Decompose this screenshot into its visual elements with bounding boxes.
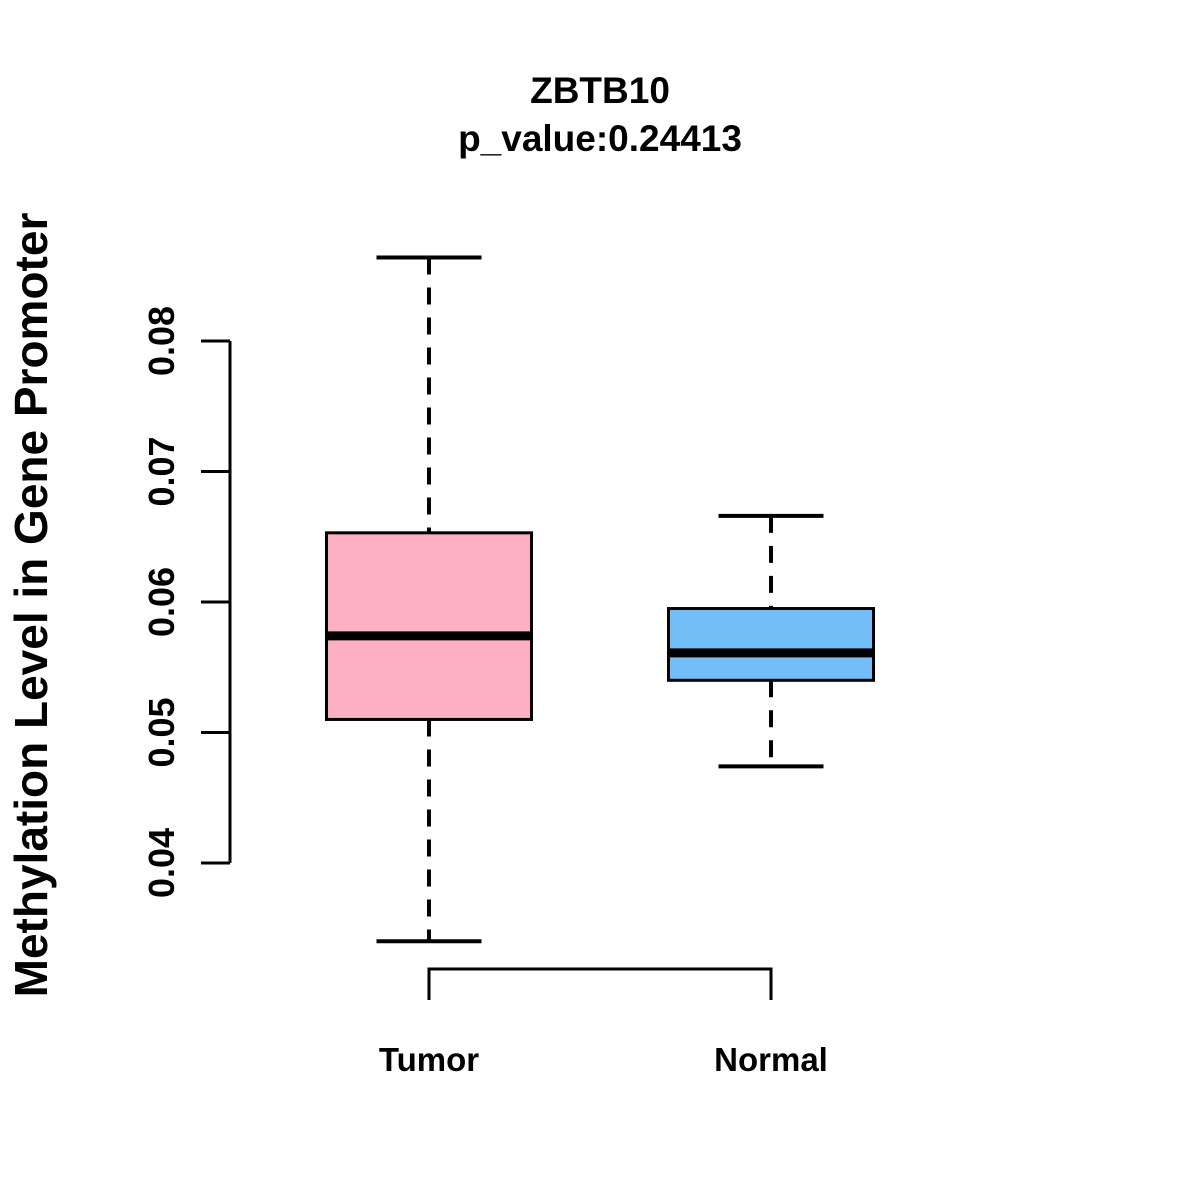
x-axis-bracket: [427, 967, 773, 1000]
x-axis-label-normal: Normal: [714, 1041, 828, 1078]
normal-box: [667, 607, 875, 682]
chart-subtitle-pvalue: p_value:0.24413: [458, 118, 742, 159]
chart-title: ZBTB10: [530, 70, 670, 111]
y-axis-tick-label: 0.05: [141, 697, 182, 767]
y-axis-tick-label: 0.04: [141, 828, 182, 898]
x-axis-label-tumor: Tumor: [379, 1041, 479, 1078]
y-axis-tick-label: 0.08: [141, 306, 182, 376]
y-axis-title: Methylation Level in Gene Promoter: [5, 212, 57, 998]
tumor-box: [325, 531, 533, 721]
y-axis-tick-label: 0.06: [141, 567, 182, 637]
y-axis-tick-label: 0.07: [141, 436, 182, 506]
